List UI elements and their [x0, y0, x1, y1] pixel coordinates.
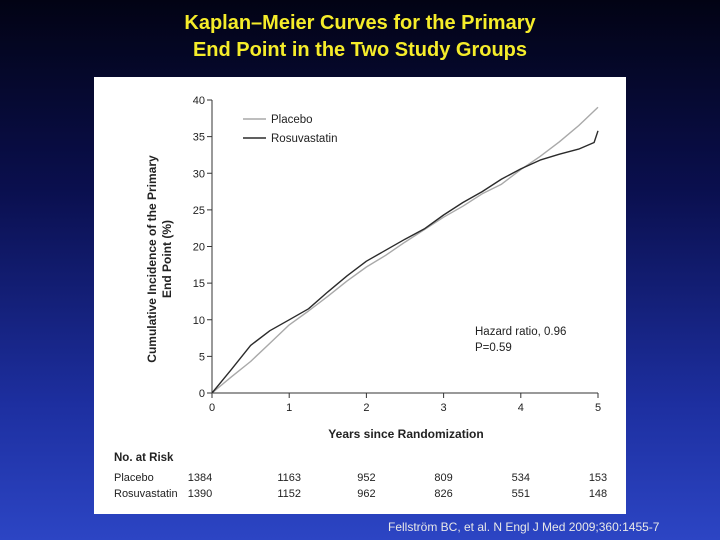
y-tick-label: 40	[193, 95, 205, 107]
x-tick-label: 0	[209, 402, 215, 414]
y-tick-label: 15	[193, 278, 205, 290]
risk-table: No. at Risk Placebo 1384 1163 952 809 534 153 Ro…	[114, 452, 607, 500]
x-tick-label: 5	[595, 402, 601, 414]
risk-table-header: No. at Risk	[114, 452, 174, 464]
y-tick-label: 30	[193, 168, 205, 180]
legend-label-placebo: Placebo	[271, 114, 313, 126]
risk-cell: 952	[357, 472, 375, 484]
risk-cell: 551	[512, 488, 530, 500]
figure-panel: 0 5 10 15 20 25 30 35 40 0 1 2 3 4 5 Placebo Rosuvastat…	[94, 77, 626, 514]
slide-title-line2: End Point in the Two Study Groups	[192, 39, 528, 61]
x-tick-label: 1	[286, 402, 292, 414]
y-axis-title-line2: End Point (%)	[160, 220, 174, 298]
series-line-rosuvastatin	[211, 130, 599, 394]
x-axis-title: Years since Randomization	[328, 427, 483, 441]
p-value-annotation: P=0.59	[475, 342, 512, 354]
legend: Placebo Rosuvastatin	[243, 114, 337, 145]
y-tick-label: 20	[193, 242, 205, 254]
hazard-ratio-annotation: Hazard ratio, 0.96	[475, 326, 566, 338]
risk-cell: 962	[357, 488, 375, 500]
slide-title-line1: Kaplan–Meier Curves for the Primary	[184, 12, 536, 34]
y-tick-label: 10	[193, 315, 205, 327]
legend-label-rosuvastatin: Rosuvastatin	[271, 133, 337, 145]
y-axis-title-line1: Cumulative Incidence of the Primary	[145, 155, 159, 363]
x-tick-label: 4	[518, 402, 524, 414]
risk-cell: 1390	[188, 488, 212, 500]
risk-cell: 826	[434, 488, 452, 500]
risk-cell: 1384	[188, 472, 212, 484]
risk-cell: 534	[512, 472, 530, 484]
risk-cell: 148	[589, 488, 607, 500]
axes: 0 5 10 15 20 25 30 35 40 0 1 2 3 4 5	[193, 95, 601, 414]
km-chart: 0 5 10 15 20 25 30 35 40 0 1 2 3 4 5 Placebo Rosuvastat…	[114, 95, 607, 500]
risk-cell: 153	[589, 472, 607, 484]
x-tick-label: 2	[363, 402, 369, 414]
series-line-placebo	[211, 106, 599, 394]
series-layer	[211, 106, 599, 394]
risk-cell: 1152	[277, 488, 301, 500]
y-axis-title: Cumulative Incidence of the Primary End …	[145, 155, 174, 363]
x-tick-label: 3	[441, 402, 447, 414]
y-tick-label: 0	[199, 388, 205, 400]
slide-title: Kaplan–Meier Curves for the Primary End …	[0, 10, 720, 64]
y-tick-label: 25	[193, 205, 205, 217]
citation: Fellström BC, et al. N Engl J Med 2009;3…	[388, 520, 660, 534]
risk-row-label: Placebo	[114, 472, 154, 484]
y-tick-label: 5	[199, 351, 205, 363]
risk-cell: 1163	[277, 472, 301, 484]
risk-row-label: Rosuvastatin	[114, 488, 178, 500]
y-tick-label: 35	[193, 132, 205, 144]
risk-cell: 809	[434, 472, 452, 484]
